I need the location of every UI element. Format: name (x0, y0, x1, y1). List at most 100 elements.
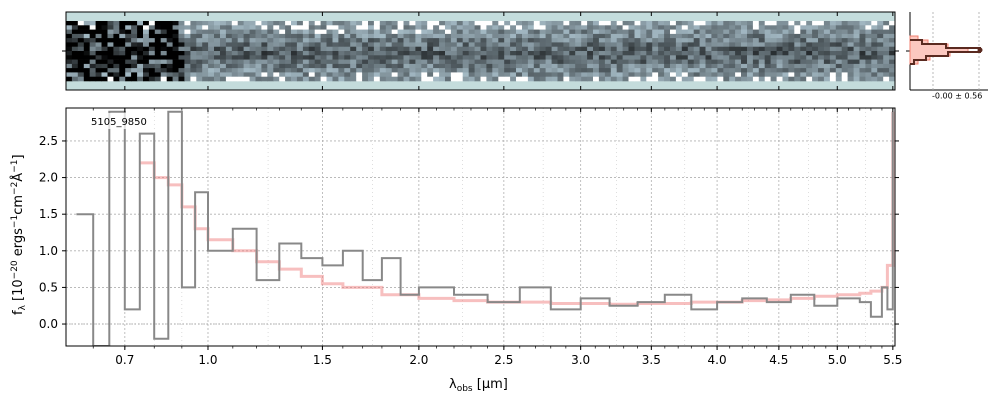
spectrum-2d-pixel (368, 51, 375, 56)
spectrum-2d-pixel (439, 68, 446, 73)
spectrum-2d-pixel (450, 59, 458, 65)
spectrum-2d-pixel (320, 59, 327, 65)
spectrum-2d-pixel (604, 42, 612, 47)
spectrum-2d-pixel (196, 59, 203, 65)
spectrum-2d-pixel (433, 72, 440, 77)
spectrum-2d-pixel (273, 72, 280, 77)
spectrum-2d-pixel (172, 76, 179, 82)
spectrum-2d-pixel (214, 63, 221, 69)
spectrum-2d-pixel (522, 38, 529, 43)
spectrum-2d-pixel (658, 46, 665, 52)
spectrum-2d-pixel (267, 46, 274, 52)
spectrum-2d-pixel (83, 29, 91, 35)
spectrum-2d-pixel (575, 33, 582, 39)
spectrum-2d-pixel (143, 59, 150, 65)
spectrum-2d-pixel (350, 51, 357, 56)
spectrum-2d-pixel (598, 59, 606, 65)
spectrum-2d-pixel (522, 72, 529, 77)
spectrum-2d-pixel (160, 46, 168, 52)
spectrum-2d-pixel (415, 42, 422, 47)
spectrum-2d-pixel (237, 76, 245, 82)
spectrum-2d-pixel (184, 72, 191, 77)
spectrum-2d-pixel (729, 72, 736, 77)
spectrum-2d-pixel (220, 76, 227, 82)
spectrum-2d-pixel (308, 55, 316, 60)
spectrum-2d-pixel (196, 33, 203, 39)
spectrum-2d-pixel (77, 63, 85, 69)
spectrum-2d-pixel (143, 25, 150, 30)
spectrum-2d-pixel (445, 33, 452, 39)
spectrum-2d-pixel (480, 59, 487, 65)
spectrum-2d-pixel (504, 51, 511, 56)
spectrum-2d-pixel (243, 68, 250, 73)
spectrum-2d-pixel (237, 55, 245, 60)
spectrum-2d-pixel (675, 21, 683, 26)
spectrum-2d-pixel (178, 33, 185, 39)
spectrum-2d-pixel (119, 25, 126, 30)
spectrum-2d-pixel (652, 42, 659, 47)
spectrum-2d-pixel (450, 21, 458, 26)
spectrum-2d-pixel (883, 51, 890, 56)
spectrum-2d-pixel (107, 38, 114, 43)
spectrum-2d-pixel (699, 63, 706, 69)
spectrum-2d-pixel (628, 63, 635, 69)
spectrum-2d-pixel (450, 55, 458, 60)
spectrum-2d-pixel (208, 59, 215, 65)
spectrum-2d-pixel (208, 46, 215, 52)
spectrum-2d-pixel (634, 46, 641, 52)
spectrum-2d-pixel (818, 59, 825, 65)
spectrum-2d-pixel (818, 42, 825, 47)
spectrum-2d-pixel (391, 46, 399, 52)
spectrum-2d-pixel (415, 59, 422, 65)
spectrum-2d-pixel (196, 42, 203, 47)
spectrum-2d-pixel (510, 21, 517, 26)
spectrum-2d-pixel (486, 76, 493, 82)
spectrum-2d-pixel (125, 72, 132, 77)
spectrum-2d-pixel (113, 51, 120, 56)
spectrum-2d-pixel (190, 46, 197, 52)
spectrum-2d-pixel (604, 68, 612, 73)
spectrum-2d-pixel (77, 55, 85, 60)
spectrum-2d-pixel (735, 38, 742, 43)
spectrum-2d-pixel (516, 42, 523, 47)
spectrum-2d-pixel (326, 46, 333, 52)
spectrum-2d-pixel (137, 51, 144, 56)
spectrum-2d-pixel (865, 72, 872, 77)
spectrum-2d-pixel (113, 38, 120, 43)
spectrum-2d-pixel (385, 55, 393, 60)
spectrum-2d-pixel (154, 59, 162, 65)
spectrum-2d-pixel (107, 55, 114, 60)
spectrum-2d-pixel (498, 63, 505, 69)
spectrum-2d-pixel (492, 51, 499, 56)
spectrum-2d-pixel (551, 46, 558, 52)
spectrum-2d-pixel (587, 59, 594, 65)
spectrum-2d-pixel (403, 46, 410, 52)
spectrum-2d-pixel (71, 21, 79, 26)
spectrum-2d-pixel (148, 51, 156, 56)
x-tick-label: 1.5 (313, 353, 332, 367)
spectrum-2d-pixel (563, 46, 570, 52)
spectrum-2d-pixel (220, 33, 227, 39)
spectrum-2d-pixel (806, 55, 813, 60)
spectrum-2d-pixel (800, 59, 807, 65)
spectrum-2d-pixel (439, 46, 446, 52)
spectrum-2d-pixel (137, 25, 144, 30)
spectrum-2d-pixel (670, 33, 677, 39)
spectrum-2d-pixel (664, 59, 671, 65)
spectrum-2d-pixel (812, 25, 819, 30)
spectrum-2d-pixel (338, 46, 345, 52)
spectrum-2d-pixel (166, 42, 174, 47)
spectrum-2d-pixel (415, 68, 422, 73)
spectrum-2d-pixel (492, 76, 499, 82)
spectrum-2d-pixel (391, 25, 399, 30)
spectrum-2d-pixel (332, 72, 339, 77)
spectrum-2d-pixel (279, 76, 286, 82)
spectrum-2d-pixel (421, 42, 428, 47)
spectrum-2d-pixel (859, 68, 866, 73)
spectrum-2d-pixel (687, 59, 695, 65)
spectrum-2d-pixel (184, 59, 191, 65)
spectrum-2d-pixel (338, 72, 345, 77)
spectrum-2d-pixel (450, 46, 458, 52)
spectrum-2d-pixel (764, 38, 772, 43)
spectrum-2d-pixel (190, 25, 197, 30)
